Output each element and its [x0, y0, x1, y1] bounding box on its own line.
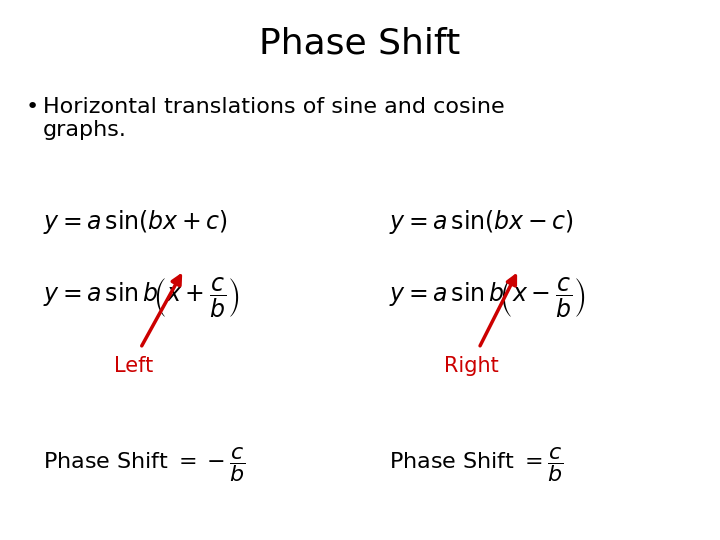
Text: $y = a\,\sin(bx + c)$: $y = a\,\sin(bx + c)$	[43, 208, 228, 236]
Text: •: •	[25, 97, 38, 117]
Text: $y = a\,\sin b\!\left(x + \dfrac{c}{b}\right)$: $y = a\,\sin b\!\left(x + \dfrac{c}{b}\r…	[43, 275, 240, 320]
Text: Phase Shift $= \dfrac{c}{b}$: Phase Shift $= \dfrac{c}{b}$	[389, 446, 564, 484]
Text: Phase Shift: Phase Shift	[259, 27, 461, 61]
Text: Right: Right	[444, 356, 499, 376]
Text: $y = a\,\sin(bx - c)$: $y = a\,\sin(bx - c)$	[389, 208, 574, 236]
Text: Left: Left	[114, 356, 153, 376]
Text: Phase Shift $= -\dfrac{c}{b}$: Phase Shift $= -\dfrac{c}{b}$	[43, 446, 246, 484]
Text: $y = a\,\sin b\!\left(x - \dfrac{c}{b}\right)$: $y = a\,\sin b\!\left(x - \dfrac{c}{b}\r…	[389, 275, 585, 320]
Text: Horizontal translations of sine and cosine
graphs.: Horizontal translations of sine and cosi…	[43, 97, 505, 140]
